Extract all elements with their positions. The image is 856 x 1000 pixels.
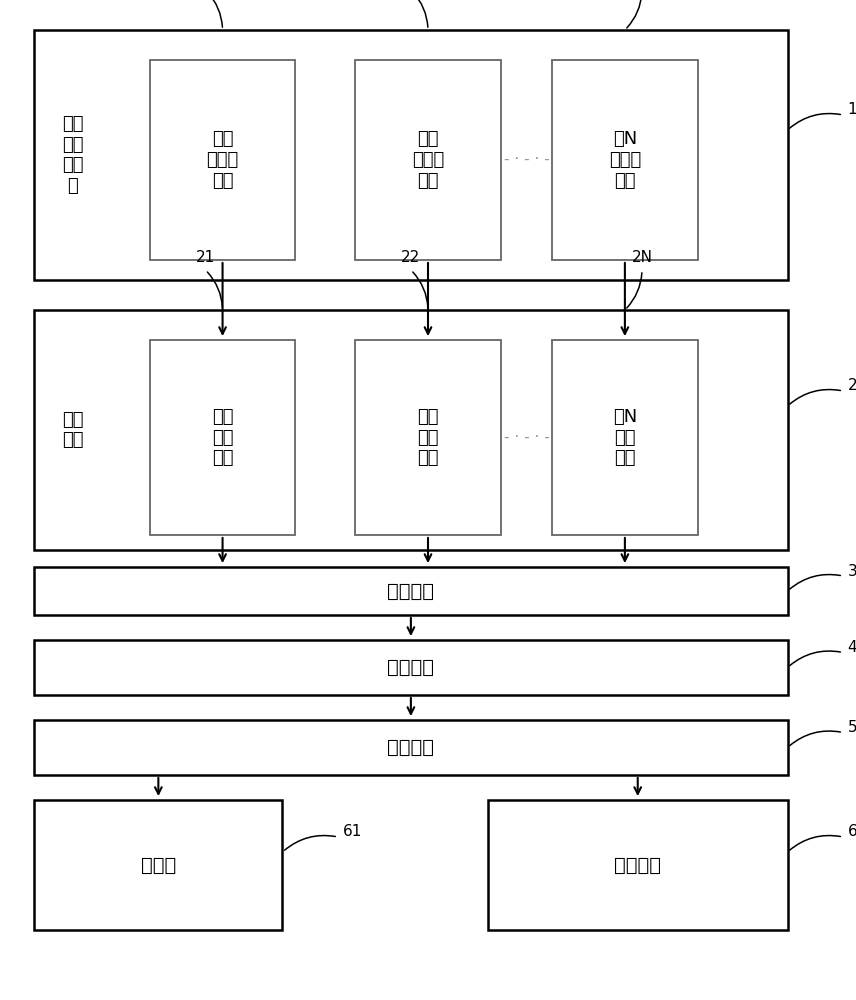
Bar [34,567,788,615]
Text: 监控
摄像
头群
组: 监控 摄像 头群 组 [62,115,84,195]
Text: 第一
通信
单元: 第一 通信 单元 [211,408,234,467]
Bar [34,310,788,550]
Text: 22: 22 [401,250,420,265]
Bar [488,800,788,930]
Text: 62: 62 [847,824,856,839]
Bar [34,30,788,280]
Text: 客户端: 客户端 [140,856,176,874]
Text: 21: 21 [196,250,215,265]
Text: 2N: 2N [632,250,652,265]
Bar [34,720,788,775]
Text: 通信总线: 通信总线 [388,581,434,600]
Text: 第N
监控摄
像头: 第N 监控摄 像头 [609,130,641,190]
Text: 第二
监控摄
像头: 第二 监控摄 像头 [412,130,444,190]
Bar [150,340,295,535]
Text: 第一
监控摄
像头: 第一 监控摄 像头 [206,130,239,190]
Text: 第N
通信
单元: 第N 通信 单元 [613,408,637,467]
Bar [552,340,698,535]
Bar [552,60,698,260]
Text: 4: 4 [847,640,856,655]
Bar [34,800,282,930]
Text: 第二
通信
单元: 第二 通信 单元 [417,408,439,467]
Text: 通信
模块: 通信 模块 [62,411,84,449]
Text: 存储模块: 存储模块 [615,856,661,874]
Bar [355,340,501,535]
Text: 61: 61 [342,824,362,839]
Text: - · - · -: - · - · - [503,430,550,445]
Text: - · - · -: - · - · - [503,152,550,167]
Bar [150,60,295,260]
Text: 3: 3 [847,563,856,578]
Text: 5: 5 [847,720,856,735]
Bar [355,60,501,260]
Text: 1: 1 [847,103,856,117]
Text: 主控设备: 主控设备 [388,658,434,677]
Bar [34,640,788,695]
Text: 处理模块: 处理模块 [388,738,434,757]
Text: 2: 2 [847,378,856,393]
